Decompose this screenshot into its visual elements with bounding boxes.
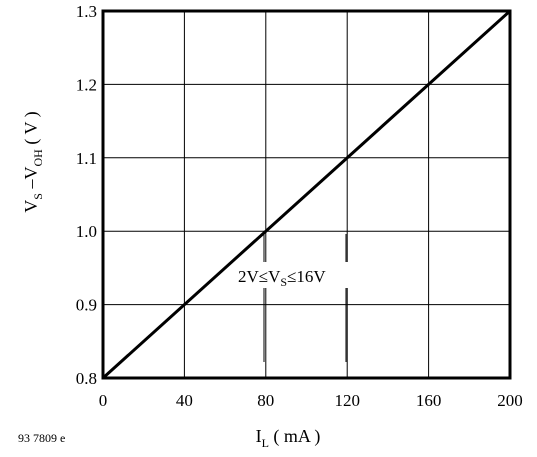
y-tick-label: 1.1 <box>76 149 97 168</box>
y-axis-label: VS –VOH ( V ) <box>21 111 45 212</box>
y-tick-label: 1.3 <box>76 2 97 21</box>
y-tick-label: 0.8 <box>76 369 97 388</box>
x-tick-label: 160 <box>416 391 442 410</box>
tick-labels: 0 40 80 120 160 200 0.8 0.9 1.0 1.1 1.2 1.3 <box>76 2 523 410</box>
figure-code: 93 7809 e <box>18 431 65 445</box>
y-axis-label-v: V <box>21 200 41 213</box>
y-tick-label: 1.2 <box>76 75 97 94</box>
x-tick-label: 120 <box>334 391 360 410</box>
y-axis-label-unit: ( V ) <box>21 111 42 149</box>
y-axis-label-sub-s: S <box>31 193 45 200</box>
y-tick-label: 1.0 <box>76 222 97 241</box>
plot-frame <box>101 9 512 380</box>
y-axis-label-minus-v: –V <box>21 167 41 194</box>
y-tick-label: 0.9 <box>76 296 97 315</box>
x-tick-label: 0 <box>99 391 108 410</box>
y-axis-label-sub-oh: OH <box>31 149 45 167</box>
x-axis-label: IL ( mA ) <box>256 426 321 450</box>
annotation-part-2: ≤16V <box>287 267 326 286</box>
x-axis-label-unit: ( mA ) <box>269 426 321 447</box>
annotation-part-1: 2V≤V <box>238 267 281 286</box>
x-axis-label-subscript: L <box>262 436 269 450</box>
grid-lines <box>103 11 510 378</box>
x-tick-label: 200 <box>497 391 523 410</box>
x-tick-label: 80 <box>257 391 274 410</box>
annotation-text: 2V≤VS≤16V <box>238 267 326 289</box>
annotation-background <box>234 262 364 288</box>
series-group <box>101 9 512 380</box>
series-line <box>101 9 512 380</box>
x-axis-label-main: I <box>256 426 262 446</box>
annotation-subscript: S <box>280 275 287 289</box>
x-tick-label: 40 <box>176 391 193 410</box>
